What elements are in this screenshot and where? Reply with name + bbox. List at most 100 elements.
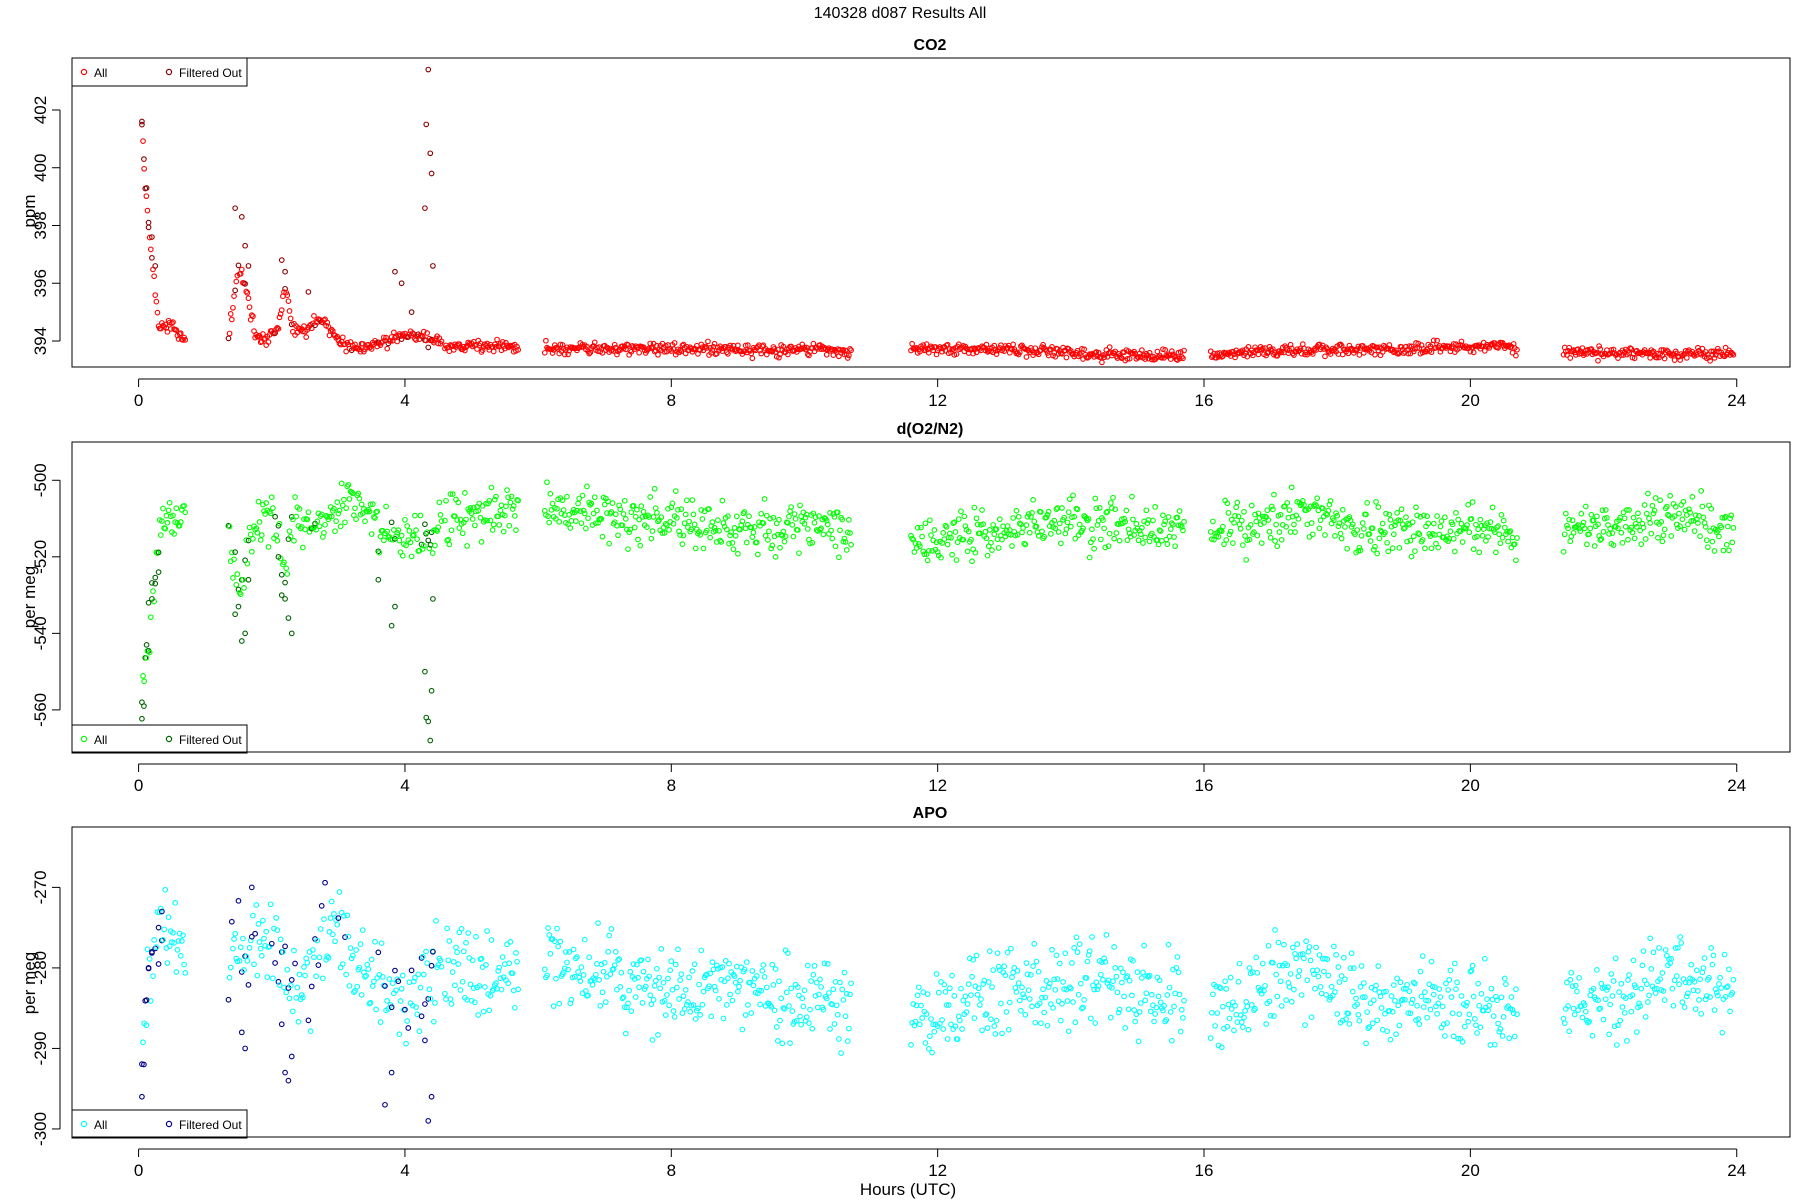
co2-data-point [173,327,180,333]
apo-data-point [1251,1007,1257,1013]
apo-data-point [553,975,559,982]
co2-data-point [655,351,661,358]
o2n2-data-point [467,504,474,511]
o2n2-data-point [578,520,585,527]
apo-data-point [1076,941,1083,947]
apo-data-point [433,918,439,924]
apo-data-point [1220,1003,1226,1010]
apo-data-point [358,992,365,998]
apo-data-point [365,966,372,972]
apo-data-point [250,912,256,919]
o2n2-data-point [1475,526,1481,533]
apo-data-point [1692,1006,1699,1013]
o2n2-data-point [236,589,243,596]
apo-data-point [920,989,927,995]
apo-data-point [359,927,366,933]
o2n2-data-point [1029,509,1035,516]
apo-data-point [1135,1038,1142,1045]
o2n2-data-point [1269,506,1276,513]
apo-data-point [743,959,750,965]
o2n2-data-point [508,493,515,500]
apo-data-point [641,986,648,992]
apo-data-point [1062,950,1069,957]
apo-data-point [816,991,822,998]
apo-data-point [787,1040,793,1046]
co2-data-point [1513,352,1519,359]
o2n2-data-point [345,482,352,488]
apo-data-point [230,945,236,952]
apo-data-point [1640,948,1647,954]
o2n2-data-point [829,535,836,542]
co2-data-point [1711,355,1718,361]
apo-data-point [442,990,448,997]
apo-data-point [1617,1017,1624,1024]
o2n2-filtered-point [392,603,398,610]
o2n2-data-point [1283,523,1289,530]
apo-data-point [759,968,766,974]
o2n2-data-point [580,507,587,514]
apo-data-point [928,1016,934,1022]
apo-data-point [1023,960,1030,966]
o2n2-data-point [577,508,584,515]
co2-data-point [357,348,364,355]
apo-filtered-point [225,996,232,1003]
o2n2-data-point [689,497,696,503]
apo-data-point [709,959,716,965]
o2n2-data-point [652,505,659,512]
o2n2-x-tick-label: 4 [400,776,409,795]
apo-data-point [843,990,850,997]
apo-data-point [691,961,698,968]
o2n2-data-point [728,529,735,535]
o2n2-data-point [163,512,170,519]
apo-data-point [931,1028,938,1035]
o2n2-data-point [1016,520,1023,527]
o2n2-data-point [1569,517,1576,524]
apo-data-point [472,999,478,1006]
co2-data-point [490,348,497,355]
o2n2-data-point [505,494,512,501]
apo-data-point [457,987,464,993]
apo-data-point [290,1008,296,1015]
apo-data-point [836,1036,842,1042]
o2n2-data-point [1594,513,1600,520]
o2n2-data-point [626,529,632,536]
o2n2-data-point [1232,512,1238,519]
co2-data-point [343,348,349,355]
apo-data-point [951,992,958,999]
o2n2-data-point [1578,510,1585,517]
o2n2-data-point [406,527,413,534]
co2-data-point [1356,351,1363,358]
apo-points [139,879,1737,1124]
o2n2-data-point [1322,532,1328,538]
o2n2-data-point [356,495,363,502]
apo-data-point [1059,1000,1065,1007]
apo-data-point [616,956,622,962]
apo-data-point [1373,982,1379,989]
o2n2-data-point [1641,502,1648,508]
o2n2-data-point [1367,538,1374,544]
o2n2-data-point [630,502,637,509]
apo-y-tick-label: -280 [31,951,50,985]
co2-data-point [147,246,154,253]
apo-data-point [1455,1035,1462,1042]
co2-data-point [1327,351,1334,357]
o2n2-data-point [1479,532,1486,539]
o2n2-data-point [1242,533,1248,539]
apo-data-point [809,1025,816,1032]
apo-data-point [627,968,634,975]
apo-data-point [749,968,756,974]
o2n2-data-point [1709,538,1716,545]
o2n2-data-point [958,508,964,515]
apo-data-point [1669,985,1676,992]
apo-data-point [617,983,624,990]
o2n2-data-point [1061,514,1068,521]
apo-data-point [1589,1032,1596,1039]
o2n2-data-point [1651,507,1658,514]
apo-data-point [1064,998,1071,1004]
apo-data-point [486,1007,493,1014]
apo-data-point [150,973,156,979]
apo-data-point [1089,934,1095,940]
o2n2-data-point [777,544,783,551]
apo-data-point [295,1018,302,1025]
o2n2-data-point [1690,517,1697,524]
